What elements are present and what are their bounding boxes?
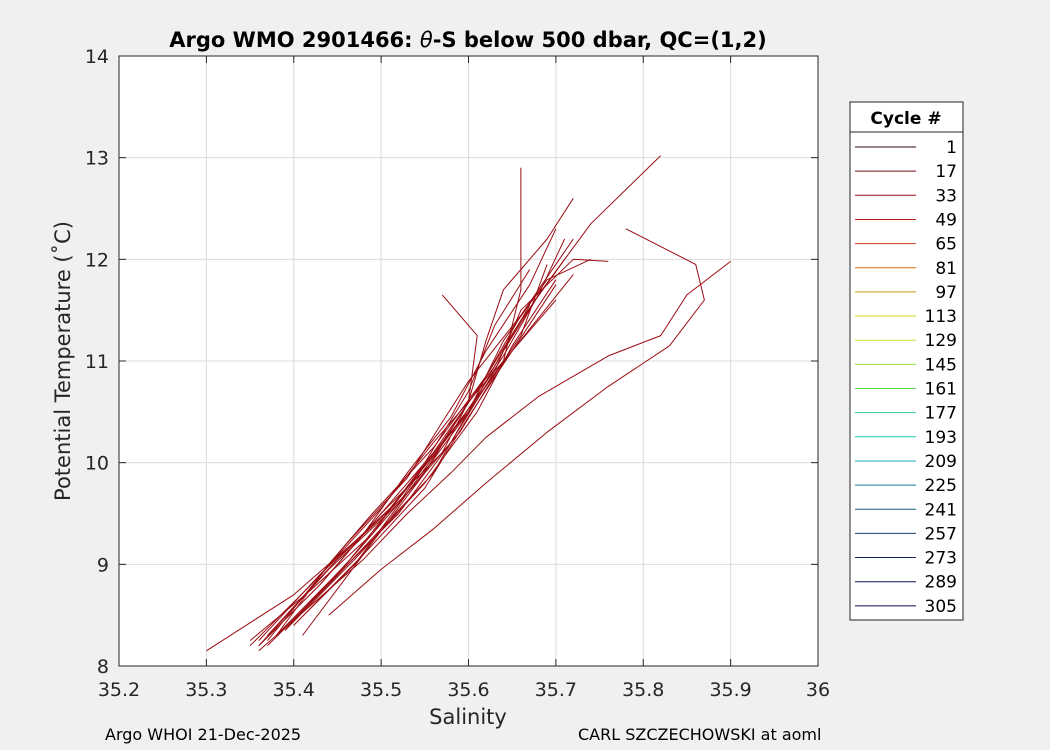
x-axis-label: Salinity <box>429 705 507 729</box>
series-line-cycle-1 <box>258 261 731 652</box>
legend-label-97: 97 <box>935 283 957 303</box>
x-tick-label: 35.5 <box>360 679 402 701</box>
chart-title: Argo WMO 2901466: θ-S below 500 dbar, QC… <box>169 28 766 52</box>
y-tick-label: 8 <box>97 656 109 678</box>
footer-author: CARL SZCZECHOWSKI at aoml <box>578 725 822 744</box>
legend-label-225: 225 <box>925 476 957 496</box>
footer-source-date: Argo WHOI 21-Dec-2025 <box>105 725 302 744</box>
x-tick-label: 35.7 <box>535 679 577 701</box>
legend-label-209: 209 <box>925 452 957 472</box>
legend-label-113: 113 <box>925 307 957 327</box>
y-tick-label: 10 <box>85 453 109 475</box>
series-line-cycle-17 <box>328 228 705 616</box>
y-axis-label: Potential Temperature (˚C) <box>51 221 75 501</box>
x-tick-label: 35.6 <box>447 679 489 701</box>
legend-label-145: 145 <box>925 355 957 375</box>
legend-label-1: 1 <box>946 138 957 158</box>
series-line-cycle-97 <box>293 167 522 626</box>
data-series <box>206 155 731 652</box>
legend-label-49: 49 <box>935 210 957 230</box>
y-tick-label: 12 <box>85 249 109 271</box>
legend: Cycle # 1 17 33 49 65 81 97 113 129 145 161 177 193 2… <box>849 101 964 621</box>
y-tick-label: 9 <box>97 554 109 576</box>
x-tick-label: 35.9 <box>709 679 751 701</box>
legend-label-177: 177 <box>925 404 957 424</box>
series-line-cycle-81 <box>275 258 609 636</box>
legend-label-193: 193 <box>925 428 957 448</box>
legend-label-273: 273 <box>925 549 957 569</box>
y-tick-label: 14 <box>85 46 109 68</box>
y-tick-label: 11 <box>85 351 109 373</box>
legend-label-289: 289 <box>925 573 957 593</box>
y-tick-label: 13 <box>85 148 109 170</box>
legend-label-33: 33 <box>935 186 957 206</box>
legend-label-305: 305 <box>925 597 957 617</box>
series-line-cycle-145 <box>258 269 531 647</box>
series-line-cycle-129 <box>249 258 592 641</box>
series-line-cycle-49 <box>206 228 557 652</box>
x-tick-label: 36 <box>806 679 830 701</box>
legend-title: Cycle # <box>870 109 941 129</box>
legend-label-257: 257 <box>925 524 957 544</box>
axis-ticks: 35.2 35.3 35.4 35.5 35.6 35.7 35.8 35.9 36 8 9 10 11… <box>85 46 830 701</box>
x-tick-label: 35.8 <box>622 679 664 701</box>
legend-label-65: 65 <box>935 235 957 255</box>
series-line-cycle-257 <box>258 304 531 647</box>
legend-label-81: 81 <box>935 259 957 279</box>
legend-label-17: 17 <box>935 162 957 182</box>
legend-items: 1 17 33 49 65 81 97 113 129 145 161 177 193 209 225 241… <box>855 138 957 617</box>
series-line-cycle-305 <box>284 279 557 631</box>
legend-label-161: 161 <box>925 380 957 400</box>
series-line-cycle-273 <box>275 238 566 636</box>
x-tick-label: 35.2 <box>98 679 140 701</box>
x-tick-label: 35.3 <box>185 679 227 701</box>
x-tick-label: 35.4 <box>273 679 315 701</box>
series-line-cycle-289 <box>258 315 522 641</box>
legend-label-129: 129 <box>925 331 957 351</box>
legend-label-241: 241 <box>925 500 957 520</box>
